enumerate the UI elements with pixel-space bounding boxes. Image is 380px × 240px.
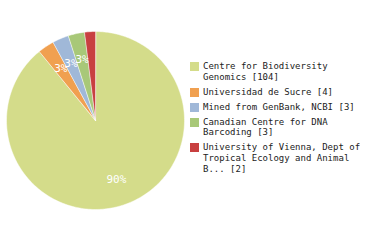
svg-text:3%: 3% <box>64 56 78 70</box>
svg-text:3%: 3% <box>54 62 68 76</box>
html-text:Universidad de Sucre [4]: Universidad de Sucre [4] <box>203 87 333 97</box>
svg-text:3%: 3% <box>75 53 89 66</box>
svg-text:90%: 90% <box>106 173 126 186</box>
html-text:University of Vienna, Dept of: University of Vienna, Dept of Tropical E… <box>203 142 361 174</box>
html-text:Canadian Centre for DNA Barcod: Canadian Centre for DNA Barcoding [3] <box>203 116 328 138</box>
html-text:Centre for Biodiversity Genomi: Centre for Biodiversity Genomics [104] <box>203 61 328 83</box>
html-text:Mined from GenBank, NCBI [3]: Mined from GenBank, NCBI [3] <box>203 101 355 112</box>
